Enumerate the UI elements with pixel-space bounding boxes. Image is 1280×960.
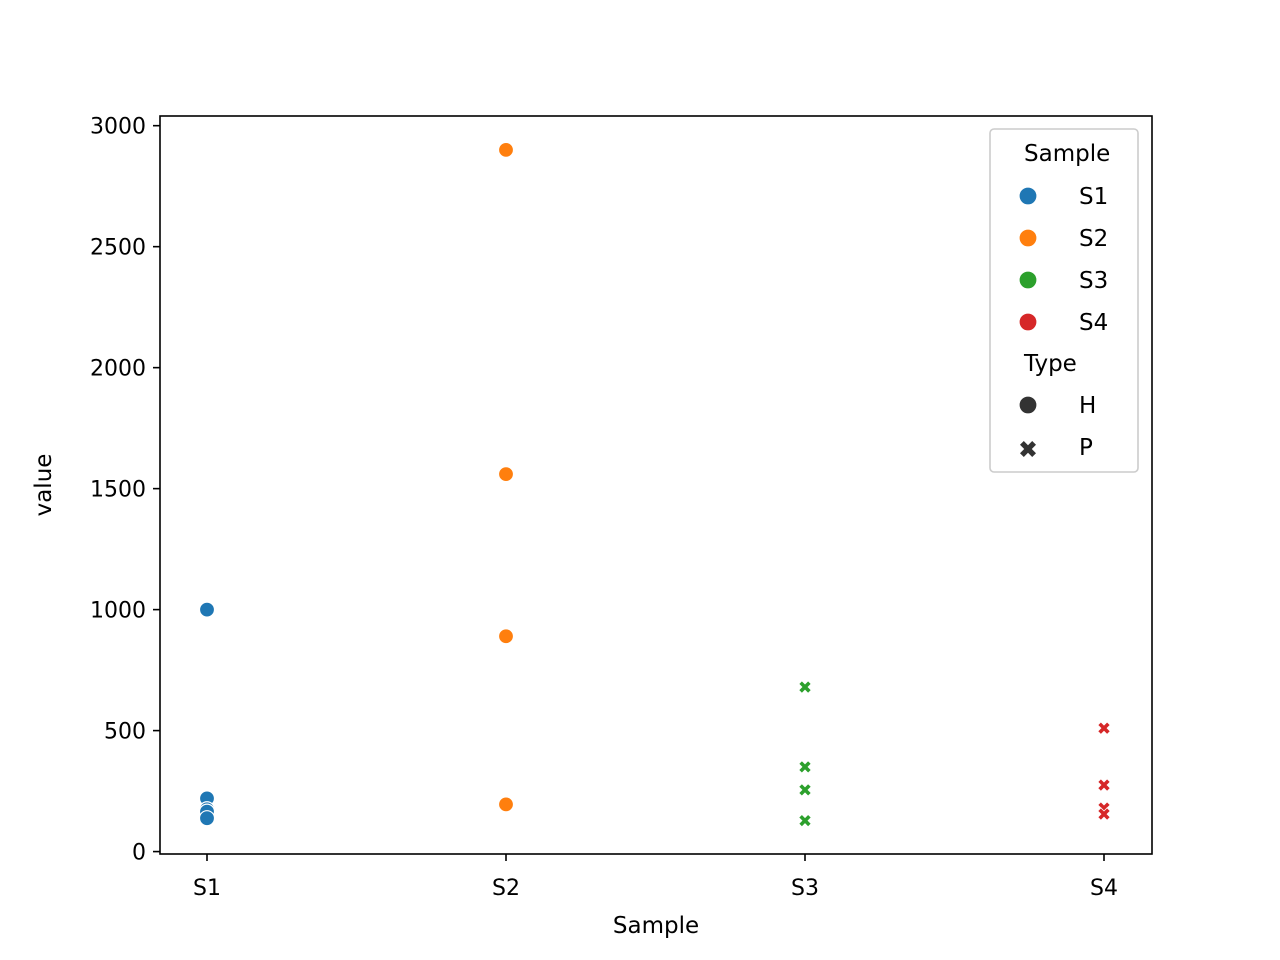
x-tick-label: S2 [492,876,520,901]
y-tick-label: 0 [132,841,146,866]
data-point-s3 [798,760,812,774]
legend-marker-s3 [1018,270,1038,290]
legend-style-title: Type [1023,351,1077,377]
legend-label-p: P [1079,435,1093,461]
legend-label-s2: S2 [1079,226,1108,252]
y-tick-label: 500 [104,720,146,745]
legend-style-entries: HP [1018,393,1096,461]
y-tick-label: 3000 [90,115,146,140]
plot-frame [159,115,1153,855]
legend-frame [989,128,1139,473]
legend-hue-title: Sample [1024,141,1110,167]
y-tick-label: 2000 [90,357,146,382]
y-tick-label: 1500 [90,478,146,503]
data-point-s4 [1097,778,1111,792]
points-layer [198,141,1111,828]
data-point-s2 [497,628,515,645]
legend-marker-s1 [1018,186,1038,206]
y-axis: 0 500 1000 1500 2000 2500 3000 [90,115,160,866]
legend-marker-s2 [1018,228,1038,248]
data-point-s1 [198,810,216,827]
data-point-s4 [1097,721,1111,735]
data-point-s1 [198,601,216,618]
data-point-s2 [497,466,515,483]
legend: Sample S1 S2 S3 S4 Type HP [989,128,1139,473]
y-tick-label: 2500 [90,236,146,261]
data-point-s3 [798,680,812,694]
legend-marker-s4 [1018,312,1038,332]
data-point-s2 [497,796,515,813]
data-point-s2 [497,141,515,158]
legend-marker-p [1020,441,1036,457]
x-tick-label: S1 [193,876,221,901]
data-point-s3 [798,783,812,797]
legend-label-s4: S4 [1079,310,1108,336]
data-point-s4 [1097,807,1111,821]
y-axis-label: value [31,454,57,517]
x-axis-label: Sample [613,913,699,939]
legend-marker-h [1018,395,1038,415]
data-point-s3 [798,813,812,828]
legend-label-h: H [1079,393,1096,419]
y-tick-label: 1000 [90,599,146,624]
x-axis: S1 S2 S3 S4 [193,854,1118,901]
legend-label-s1: S1 [1079,184,1108,210]
legend-hue-entries: S1 S2 S3 S4 [1018,184,1108,336]
x-tick-label: S3 [791,876,819,901]
legend-label-s3: S3 [1079,268,1108,294]
x-tick-label: S4 [1090,876,1118,901]
